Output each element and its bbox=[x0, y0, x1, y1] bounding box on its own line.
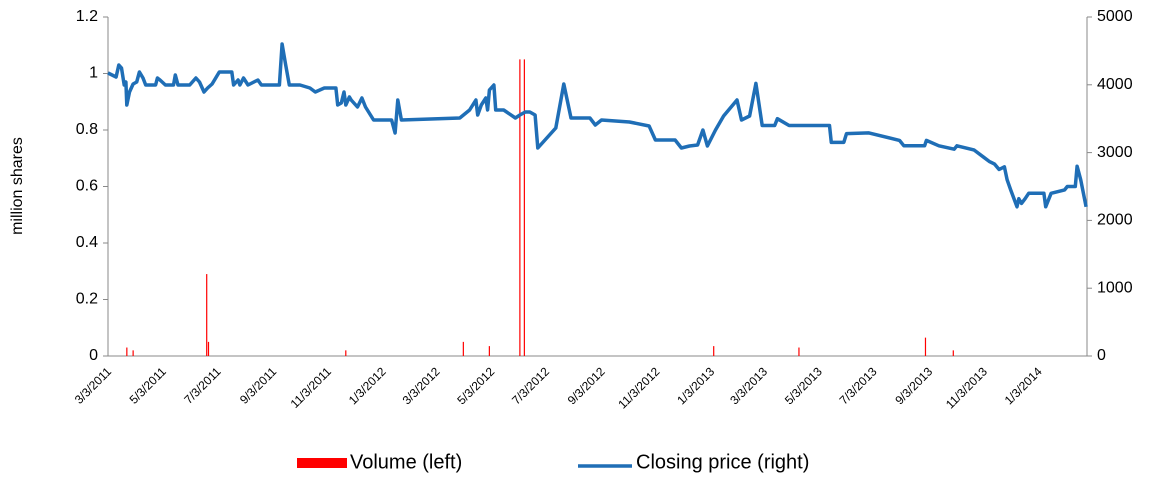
y-tick-label: 0.8 bbox=[76, 121, 98, 138]
volume-bar bbox=[126, 347, 128, 356]
legend-label: Volume (left) bbox=[350, 451, 462, 473]
x-tick-label: 7/3/2011 bbox=[181, 364, 224, 407]
x-tick-label: 5/3/2011 bbox=[127, 364, 170, 407]
price-line bbox=[107, 42, 1088, 209]
x-tick-label: 9/3/2012 bbox=[565, 364, 608, 407]
y-tick-label: 0 bbox=[89, 347, 98, 364]
x-tick-label: 1/3/2013 bbox=[674, 364, 717, 407]
y2-tick-label: 5000 bbox=[1097, 8, 1133, 25]
x-tick-label: 9/3/2011 bbox=[237, 364, 280, 407]
x-tick-label: 11/3/2012 bbox=[615, 364, 662, 411]
volume-bar bbox=[462, 341, 464, 356]
x-tick-label: 7/3/2012 bbox=[509, 364, 552, 407]
x-tick-label: 11/3/2013 bbox=[943, 364, 990, 411]
y2-tick-label: 1000 bbox=[1097, 279, 1133, 296]
y2-tick-label: 0 bbox=[1097, 347, 1106, 364]
volume-bar bbox=[132, 350, 134, 356]
volume-bar bbox=[519, 59, 521, 356]
y-axis-label: million shares bbox=[9, 137, 26, 235]
x-tick-label: 5/3/2013 bbox=[782, 364, 825, 407]
legend-swatch bbox=[297, 458, 347, 468]
volume-bar bbox=[523, 59, 525, 356]
x-tick-label: 11/3/2011 bbox=[288, 364, 335, 411]
y2-tick-label: 2000 bbox=[1097, 212, 1133, 229]
legend-label: Closing price (right) bbox=[636, 451, 809, 473]
volume-bar bbox=[206, 274, 208, 356]
y-tick-label: 0.6 bbox=[76, 178, 98, 195]
y2-tick-label: 4000 bbox=[1097, 76, 1133, 93]
y-tick-label: 0.2 bbox=[76, 291, 98, 308]
volume-bar bbox=[488, 346, 490, 356]
x-tick-label: 3/3/2011 bbox=[72, 364, 115, 407]
x-tick-label: 5/3/2012 bbox=[454, 364, 497, 407]
x-tick-label: 1/3/2012 bbox=[346, 364, 389, 407]
volume-bar bbox=[798, 347, 800, 356]
volume-bar bbox=[924, 337, 927, 356]
volume-bar bbox=[952, 350, 954, 356]
x-tick-label: 9/3/2013 bbox=[892, 364, 935, 407]
volume-bar bbox=[345, 350, 347, 356]
y-tick-label: 1.2 bbox=[76, 8, 98, 25]
x-tick-label: 1/3/2014 bbox=[1002, 364, 1045, 407]
x-tick-label: 7/3/2013 bbox=[837, 364, 880, 407]
x-tick-label: 3/3/2012 bbox=[400, 364, 443, 407]
y-tick-label: 0.4 bbox=[76, 234, 98, 251]
y-tick-label: 1 bbox=[89, 65, 98, 82]
volume-bar bbox=[207, 341, 210, 356]
y2-tick-label: 3000 bbox=[1097, 144, 1133, 161]
x-tick-label: 3/3/2013 bbox=[727, 364, 770, 407]
volume-bar bbox=[713, 346, 715, 356]
